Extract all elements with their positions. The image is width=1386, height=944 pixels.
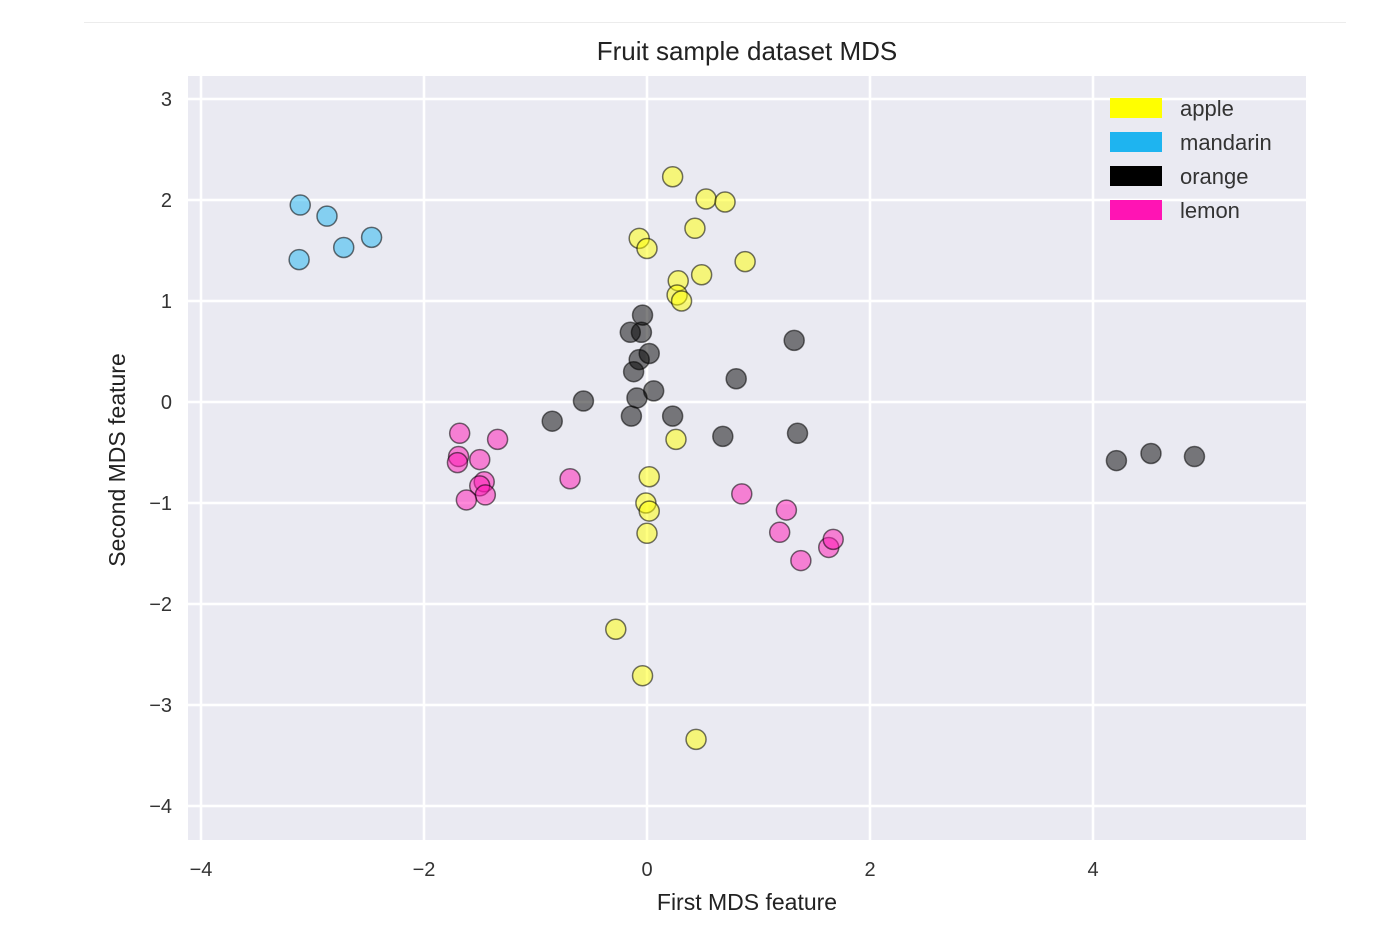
orange-point xyxy=(661,405,684,427)
apple-point xyxy=(734,250,756,273)
orange-point xyxy=(786,422,809,445)
lemon-point xyxy=(469,448,491,471)
legend-label-apple: apple xyxy=(1180,96,1234,121)
mandarin-point xyxy=(316,205,338,227)
apple-point xyxy=(661,166,684,188)
orange-point xyxy=(630,321,653,344)
orange-point xyxy=(626,387,648,409)
apple-point xyxy=(636,237,658,260)
apple-point xyxy=(638,465,660,488)
y-tick-label: 1 xyxy=(161,291,172,313)
legend-swatch-lemon xyxy=(1110,200,1162,220)
y-tick-label: −2 xyxy=(149,594,172,616)
apple-point xyxy=(690,263,713,286)
lemon-point xyxy=(455,489,478,511)
orange-point xyxy=(541,410,563,432)
x-tick-label: 0 xyxy=(641,859,652,881)
x-axis-label: First MDS feature xyxy=(657,889,837,915)
lemon-point xyxy=(448,422,471,445)
orange-point xyxy=(725,368,747,390)
mandarin-point xyxy=(288,248,310,271)
legend-swatch-mandarin xyxy=(1110,132,1162,152)
apple-point xyxy=(695,188,717,210)
orange-point xyxy=(620,405,643,427)
apple-point xyxy=(684,217,706,240)
apple-point xyxy=(605,618,627,640)
apple-point xyxy=(670,290,693,312)
x-tick-label: 2 xyxy=(864,859,875,881)
orange-point xyxy=(783,329,805,352)
lemon-point xyxy=(731,483,753,505)
orange-point xyxy=(712,425,734,448)
lemon-point xyxy=(559,468,581,490)
x-tick-label: −2 xyxy=(413,859,436,881)
x-tick-labels: −4 −2 0 2 4 xyxy=(190,859,1099,881)
legend-label-lemon: lemon xyxy=(1180,198,1240,223)
lemon-point xyxy=(775,499,798,521)
legend: apple mandarin orange lemon xyxy=(1110,96,1272,223)
y-tick-label: 0 xyxy=(161,392,172,414)
y-tick-label: −4 xyxy=(149,796,172,818)
orange-point xyxy=(1105,449,1128,472)
legend-swatch-orange xyxy=(1110,166,1162,186)
plot-area xyxy=(188,76,1306,840)
orange-point xyxy=(1183,445,1206,468)
legend-swatch-apple xyxy=(1110,98,1162,118)
mandarin-point xyxy=(360,226,383,249)
lemon-point xyxy=(486,428,509,451)
lemon-point xyxy=(790,549,812,572)
apple-point xyxy=(714,191,736,213)
x-tick-label: 4 xyxy=(1087,859,1098,881)
orange-point xyxy=(572,390,595,412)
orange-point xyxy=(1140,442,1162,465)
y-axis-label: Second MDS feature xyxy=(104,353,130,567)
legend-label-orange: orange xyxy=(1180,164,1249,189)
legend-label-mandarin: mandarin xyxy=(1180,130,1272,155)
y-tick-label: −3 xyxy=(149,695,172,717)
y-tick-label: −1 xyxy=(149,493,172,515)
orange-point xyxy=(622,360,645,383)
top-divider xyxy=(84,22,1346,23)
lemon-point xyxy=(474,484,497,506)
mandarin-point xyxy=(332,236,355,259)
data-points xyxy=(288,166,1206,751)
lemon-point xyxy=(446,451,469,474)
chart-title: Fruit sample dataset MDS xyxy=(597,36,898,66)
apple-point xyxy=(665,428,687,451)
y-tick-labels: −4 −3 −2 −1 0 1 2 3 xyxy=(149,89,172,818)
apple-point xyxy=(631,664,654,687)
lemon-point xyxy=(822,528,844,551)
apple-point xyxy=(638,500,660,522)
apple-point xyxy=(636,522,658,545)
y-tick-label: 2 xyxy=(161,190,172,212)
y-tick-label: 3 xyxy=(161,89,172,111)
lemon-point xyxy=(768,521,791,544)
apple-point xyxy=(685,728,707,751)
x-tick-label: −4 xyxy=(190,859,213,881)
mandarin-point xyxy=(289,194,311,216)
